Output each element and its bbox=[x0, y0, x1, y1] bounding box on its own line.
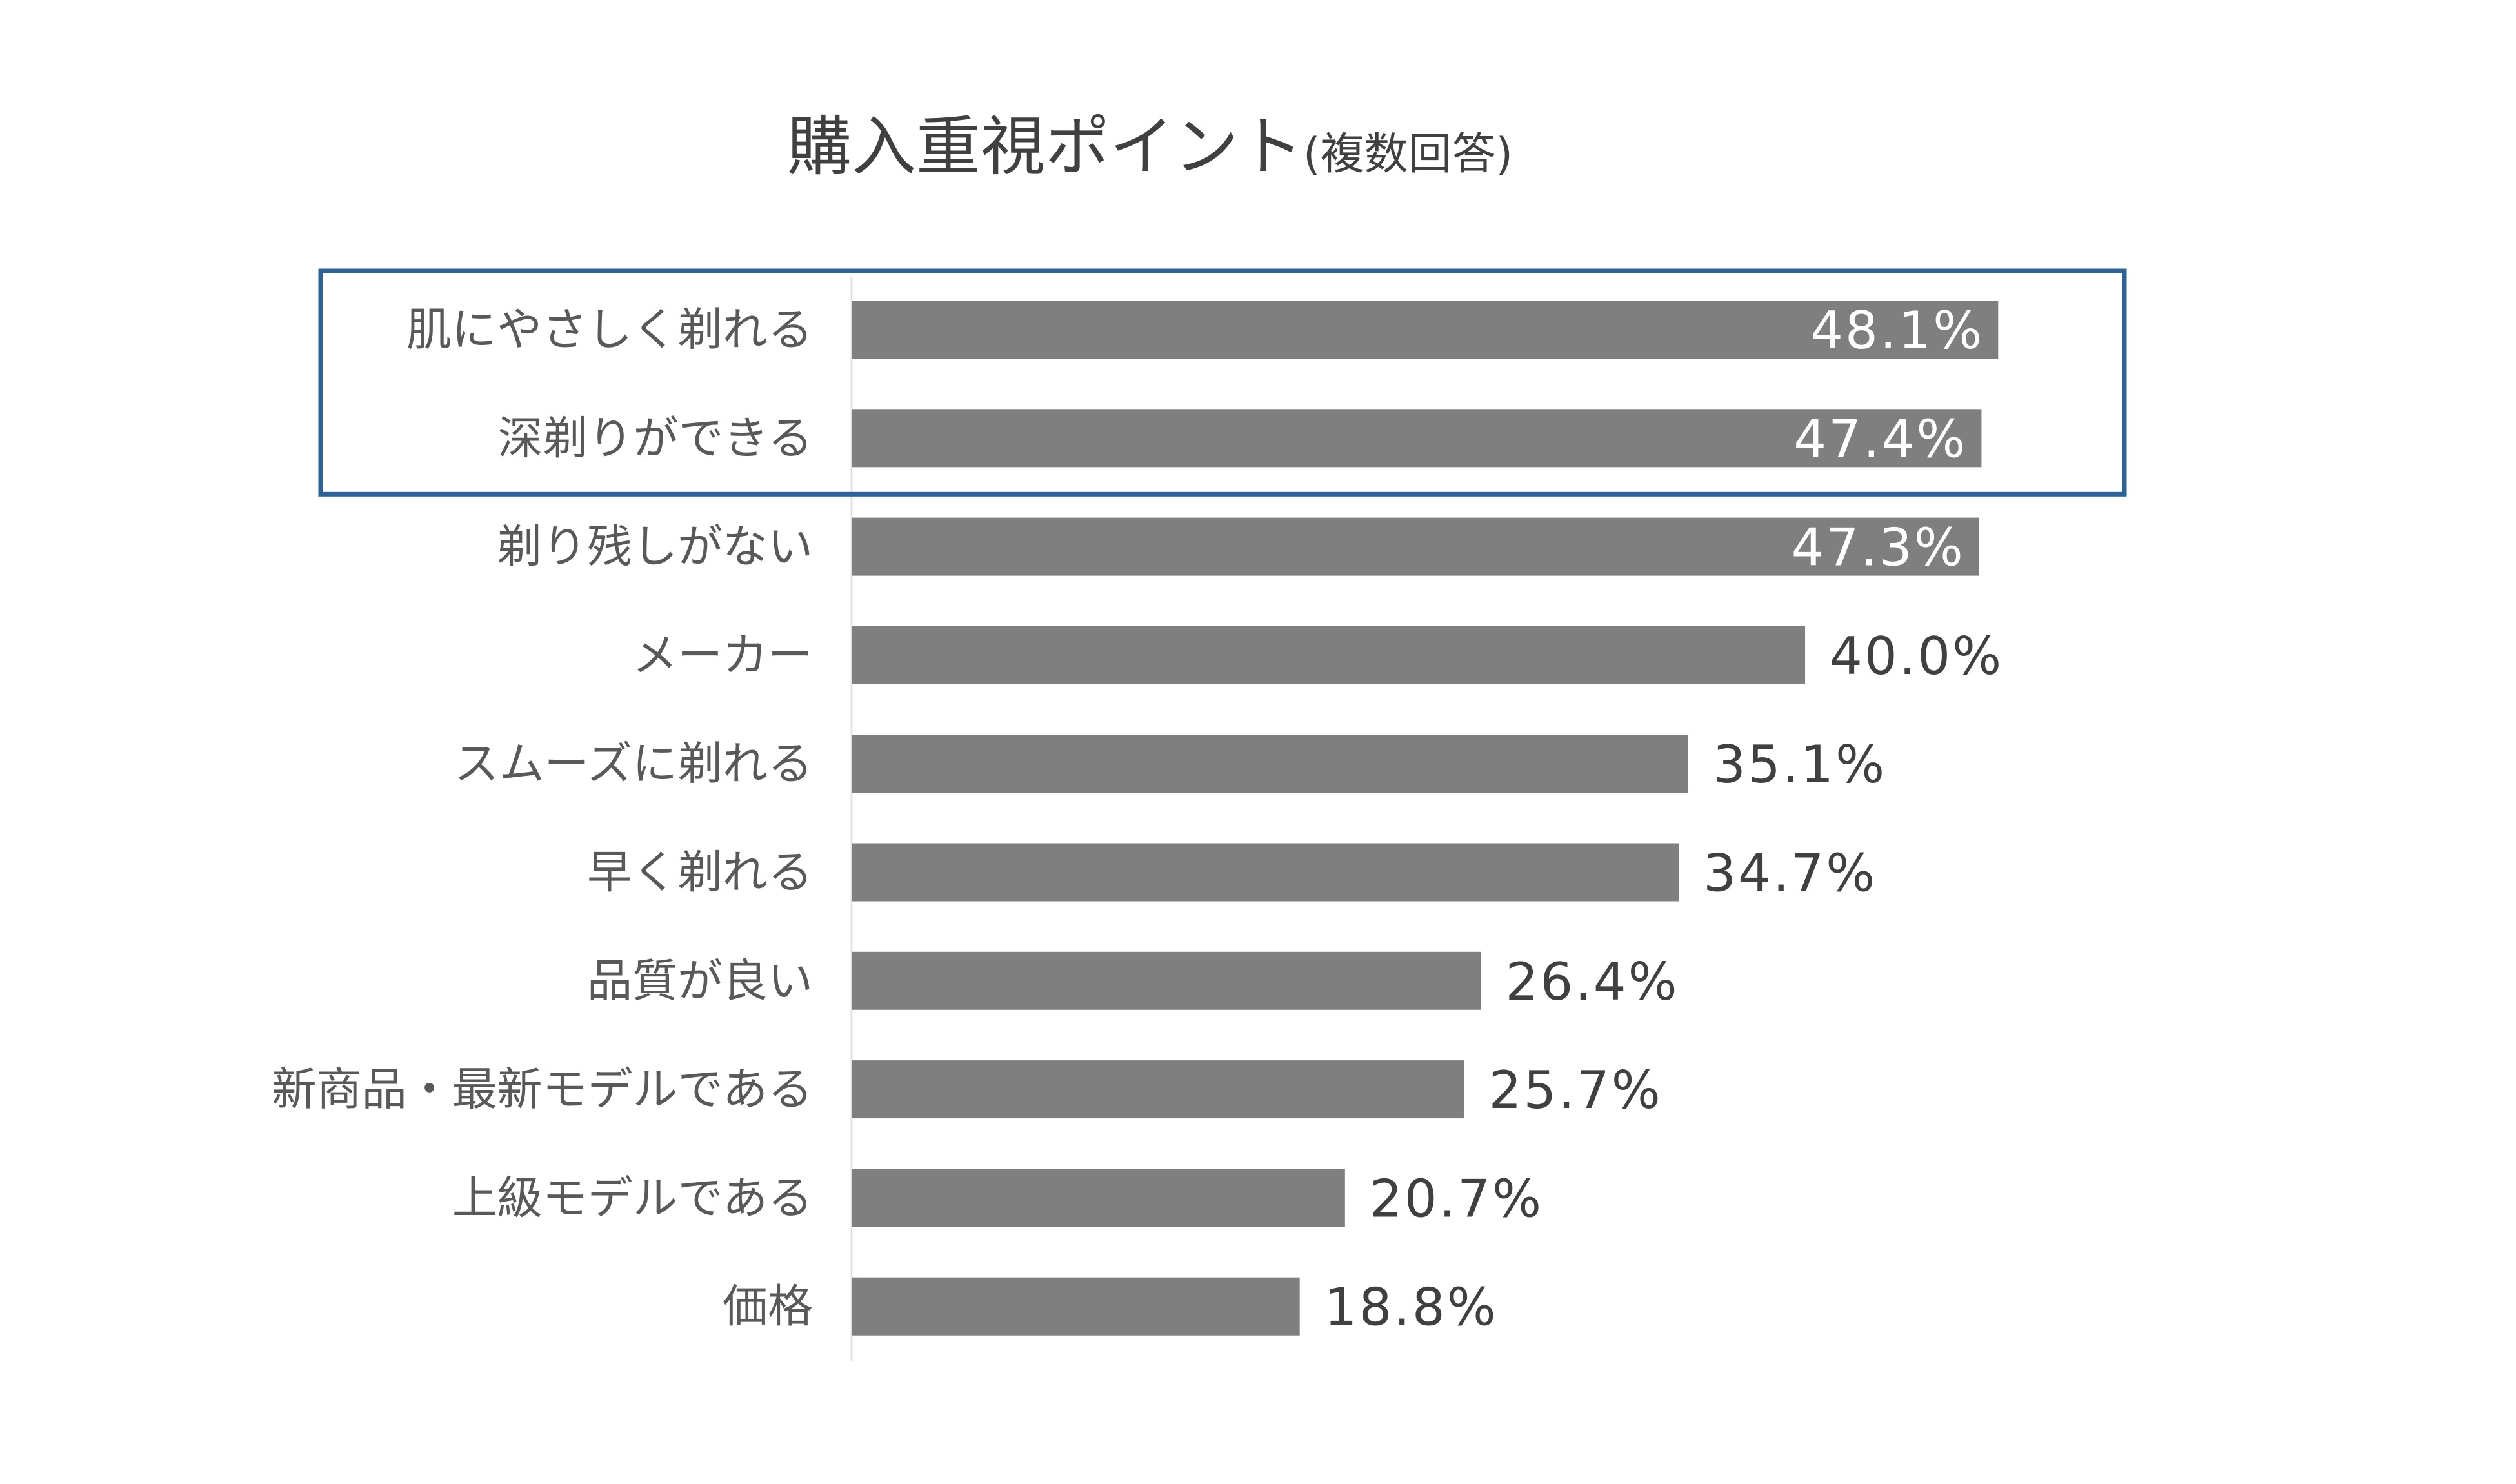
bar-7 bbox=[852, 951, 1481, 1010]
bar-3 bbox=[852, 517, 1979, 576]
category-label-4: メーカー bbox=[632, 629, 813, 682]
chart-title-sub: (複数回答) bbox=[1303, 129, 1513, 180]
value-label-8: 25.7% bbox=[1489, 1060, 1662, 1120]
category-label-10: 価格 bbox=[723, 1280, 813, 1333]
bar-9 bbox=[852, 1169, 1345, 1227]
chart-title-main: 購入重視ポイント bbox=[787, 109, 1303, 184]
bar-4 bbox=[852, 626, 1805, 684]
category-label-9: 上級モデルである bbox=[452, 1171, 813, 1224]
category-label-6: 早く剃れる bbox=[587, 846, 813, 899]
category-label-8: 新商品・最新モデルである bbox=[272, 1063, 813, 1116]
bar-2 bbox=[852, 409, 1982, 468]
bar-1 bbox=[852, 301, 1999, 359]
value-label-2: 47.4% bbox=[1793, 409, 1967, 469]
category-label-3: 剃り残しがない bbox=[497, 520, 813, 573]
value-label-5: 35.1% bbox=[1713, 735, 1886, 795]
category-label-1: 肌にやさしく剃れる bbox=[406, 303, 813, 356]
bars-layer: 肌にやさしく剃れる 48.1% 深剃りができる 47.4% 剃り残しがない 47.3% メー… bbox=[272, 268, 2127, 1361]
category-label-2: 深剃りができる bbox=[497, 411, 813, 464]
bar-10 bbox=[852, 1277, 1300, 1336]
category-label-7: 品質が良い bbox=[587, 955, 813, 1007]
bar-6 bbox=[852, 843, 1679, 902]
value-label-10: 18.8% bbox=[1324, 1278, 1498, 1338]
value-label-4: 40.0% bbox=[1830, 626, 2003, 686]
highlight-box bbox=[318, 268, 2127, 497]
value-label-3: 47.3% bbox=[1792, 518, 1965, 578]
category-label-5: スムーズに剃れる bbox=[454, 737, 814, 790]
value-label-1: 48.1% bbox=[1810, 301, 1984, 361]
bar-8 bbox=[852, 1060, 1464, 1119]
value-label-6: 34.7% bbox=[1703, 844, 1877, 904]
value-label-7: 26.4% bbox=[1505, 952, 1679, 1012]
value-label-9: 20.7% bbox=[1370, 1169, 1543, 1229]
chart-title: 購入重視ポイント(複数回答) bbox=[787, 109, 1513, 184]
bar-5 bbox=[852, 735, 1688, 793]
